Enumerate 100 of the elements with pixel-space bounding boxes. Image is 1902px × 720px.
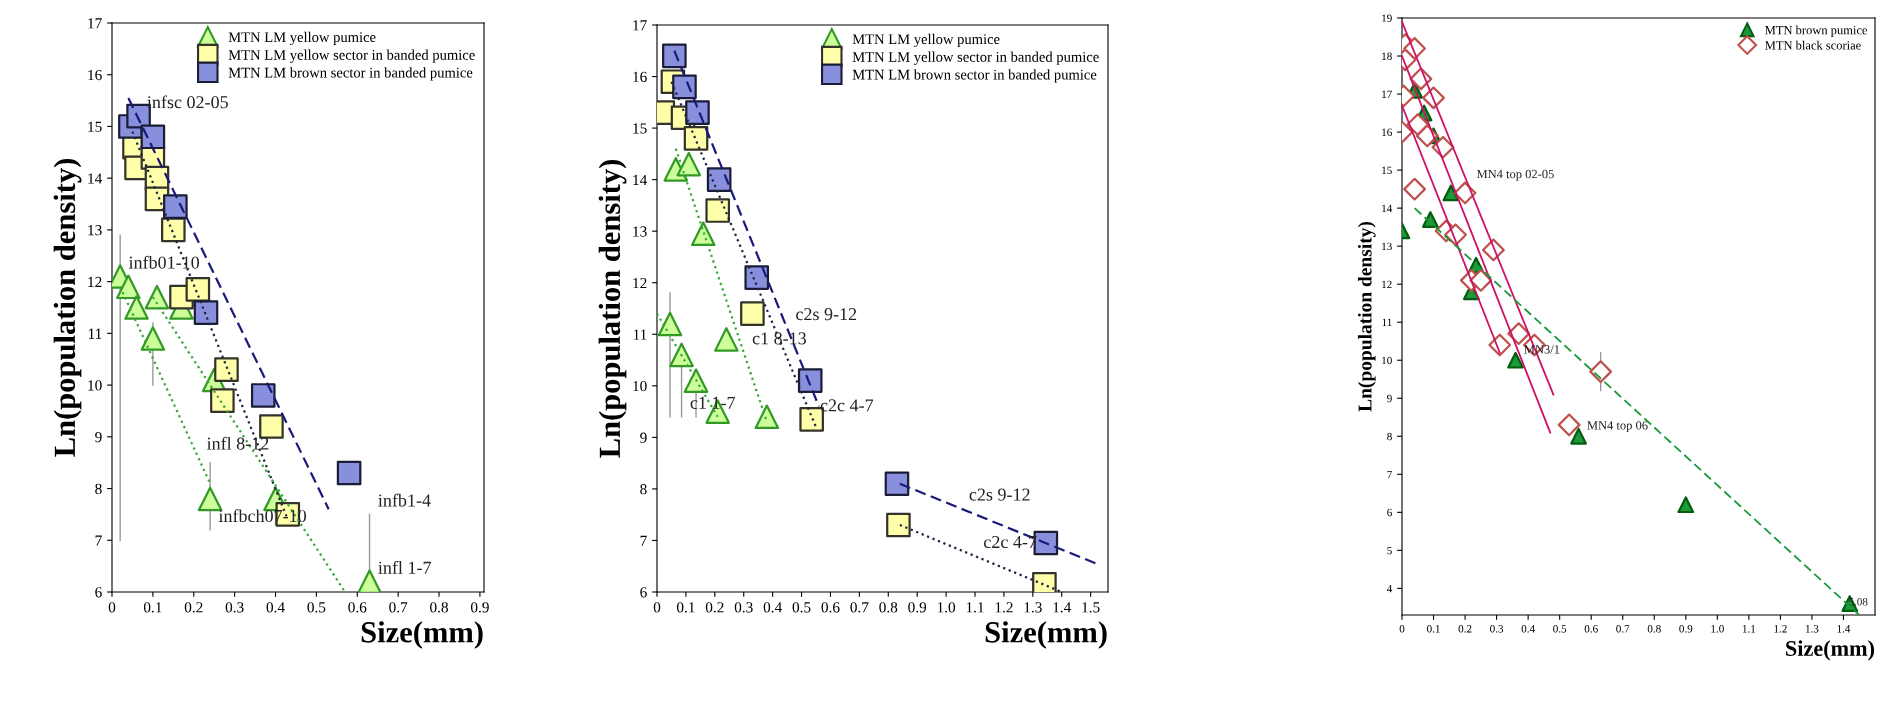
- x-tick-label: 0.4: [763, 602, 782, 613]
- annotation: infb1-4: [378, 493, 431, 507]
- x-tick-label: 1.3: [1024, 602, 1042, 613]
- y-tick-label: 7: [640, 535, 647, 546]
- x-tick-label: 0: [108, 602, 116, 613]
- y-tick-label: 8: [1387, 432, 1392, 441]
- y-tick-label: 10: [88, 380, 102, 391]
- x-tick-label: 0.6: [348, 602, 367, 613]
- x-tick-label: 0.8: [879, 602, 898, 613]
- legend-label: MTN LM yellow sector in banded pumice: [228, 49, 475, 63]
- y-tick-label: 9: [1387, 394, 1392, 403]
- x-tick-label: 0: [1399, 625, 1405, 633]
- x-tick-label: 1.4: [1837, 625, 1851, 633]
- x-tick-label: 0.2: [184, 602, 203, 613]
- y-tick-label: 15: [1382, 166, 1392, 175]
- x-tick-label: 1.2: [1774, 625, 1787, 633]
- annotation: infb01-10: [128, 255, 200, 269]
- x-tick-label: 0.6: [821, 602, 840, 613]
- x-tick-label: 0.7: [389, 602, 408, 613]
- x-tick-label: 1.2: [995, 602, 1013, 613]
- y-tick-label: 13: [633, 226, 647, 237]
- y-tick-label: 5: [1387, 546, 1392, 555]
- x-tick-label: 0.5: [792, 602, 811, 613]
- y-tick-label: 11: [88, 328, 102, 339]
- y-tick-label: 16: [1382, 128, 1392, 137]
- annotation: MN4 top 02-05: [1476, 169, 1554, 181]
- legend-label: MTN black scoriae: [1765, 40, 1861, 50]
- y-tick-label: 9: [640, 432, 647, 443]
- legend-label: MTN LM yellow pumice: [852, 33, 1000, 48]
- x-tick-label: 0.6: [1584, 625, 1598, 633]
- y-tick-label: 7: [1387, 470, 1392, 479]
- y-tick-label: 11: [1382, 318, 1392, 327]
- x-tick-label: 0.3: [1490, 625, 1504, 633]
- y-axis-title: Ln(population density): [1357, 221, 1376, 412]
- y-tick-label: 19: [1382, 14, 1392, 22]
- y-tick-label: 15: [88, 121, 102, 132]
- y-tick-label: 12: [88, 276, 102, 287]
- y-tick-label: 13: [88, 225, 102, 236]
- y-tick-label: 15: [633, 123, 647, 134]
- x-tick-label: 0.2: [705, 602, 724, 613]
- x-tick-label: 0.3: [734, 602, 753, 613]
- y-axis-title: Ln(population density): [53, 158, 82, 457]
- x-tick-label: 0.5: [1553, 625, 1567, 633]
- annotation: infl 8-12: [206, 436, 269, 450]
- y-axis-title: Ln(population density): [598, 159, 627, 458]
- y-tick-label: 7: [95, 535, 102, 546]
- y-tick-label: 8: [95, 483, 102, 494]
- annotation: c2c 4-7: [820, 399, 874, 412]
- x-tick-label: 1.1: [966, 602, 984, 613]
- x-tick-label: 1.0: [1711, 625, 1724, 633]
- y-tick-label: 17: [633, 20, 647, 31]
- x-tick-label: 0: [653, 602, 661, 613]
- y-tick-label: 6: [95, 587, 102, 598]
- annotation: c2s 9-12: [969, 488, 1030, 501]
- y-tick-label: 6: [1387, 508, 1392, 517]
- x-tick-label: 0.3: [225, 602, 244, 613]
- x-tick-label: 1.3: [1805, 625, 1819, 633]
- x-tick-label: 0.7: [850, 602, 869, 613]
- y-tick-label: 17: [88, 18, 102, 29]
- y-tick-label: 6: [640, 587, 647, 598]
- x-tick-label: 0.4: [266, 602, 285, 613]
- annotation: infl 1-7: [378, 560, 432, 574]
- y-tick-label: 18: [1382, 52, 1392, 60]
- y-tick-label: 13: [1382, 242, 1392, 251]
- legend-label: MTN brown pumice: [1765, 25, 1868, 37]
- x-tick-label: 0.1: [1427, 625, 1440, 633]
- x-tick-label: 0.9: [470, 602, 489, 613]
- x-tick-label: 0.4: [1521, 625, 1535, 633]
- x-tick-label: 0.1: [143, 602, 162, 613]
- x-tick-label: 0.7: [1616, 625, 1630, 633]
- y-tick-label: 14: [88, 173, 103, 184]
- x-tick-label: 1.0: [937, 602, 956, 613]
- y-tick-label: 16: [633, 71, 647, 82]
- x-tick-label: 1.5: [1082, 602, 1100, 613]
- x-tick-label: 0.9: [1679, 625, 1693, 633]
- y-tick-label: 10: [633, 380, 647, 392]
- y-tick-label: 12: [1382, 280, 1392, 289]
- y-tick-label: 14: [633, 174, 648, 185]
- x-tick-label: 0.2: [1458, 625, 1472, 633]
- y-tick-label: 16: [88, 69, 102, 81]
- annotation: c1 8-13: [752, 332, 807, 345]
- x-tick-label: 0.8: [430, 602, 448, 613]
- y-tick-label: 14: [1382, 204, 1393, 212]
- x-axis-title: Size(mm): [1786, 640, 1875, 661]
- legend-label: MTN LM brown sector in banded pumice: [852, 69, 1097, 83]
- y-tick-label: 12: [633, 277, 647, 289]
- annotation: c2s 9-12: [796, 308, 857, 321]
- y-tick-label: 10: [1382, 356, 1392, 365]
- y-tick-label: 4: [1386, 584, 1393, 593]
- x-tick-label: 0.5: [307, 602, 326, 613]
- x-tick-label: 1.4: [1053, 602, 1072, 613]
- x-tick-label: 1.1: [1742, 625, 1756, 633]
- x-axis-title: Size(mm): [985, 621, 1107, 649]
- y-tick-label: 11: [633, 329, 647, 340]
- legend-label: MTN LM yellow pumice: [228, 31, 376, 46]
- y-tick-label: 17: [1382, 90, 1392, 98]
- x-tick-label: 0.8: [1647, 625, 1661, 633]
- x-tick-label: 0.1: [676, 602, 695, 613]
- x-axis-title: Size(mm): [361, 621, 483, 649]
- legend-label: MTN LM yellow sector in banded pumice: [852, 51, 1099, 65]
